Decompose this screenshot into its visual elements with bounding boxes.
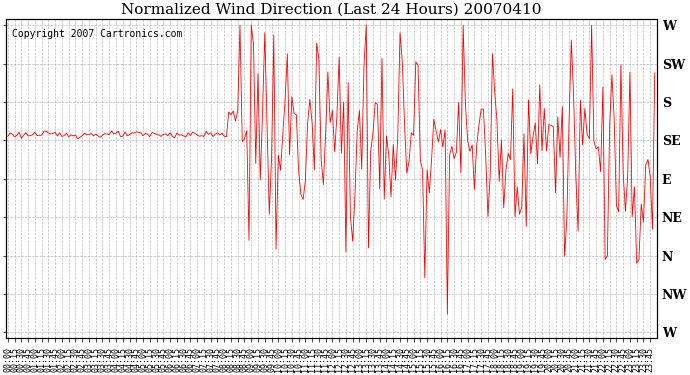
- Title: Normalized Wind Direction (Last 24 Hours) 20070410: Normalized Wind Direction (Last 24 Hours…: [121, 3, 542, 17]
- Text: Copyright 2007 Cartronics.com: Copyright 2007 Cartronics.com: [12, 29, 182, 39]
